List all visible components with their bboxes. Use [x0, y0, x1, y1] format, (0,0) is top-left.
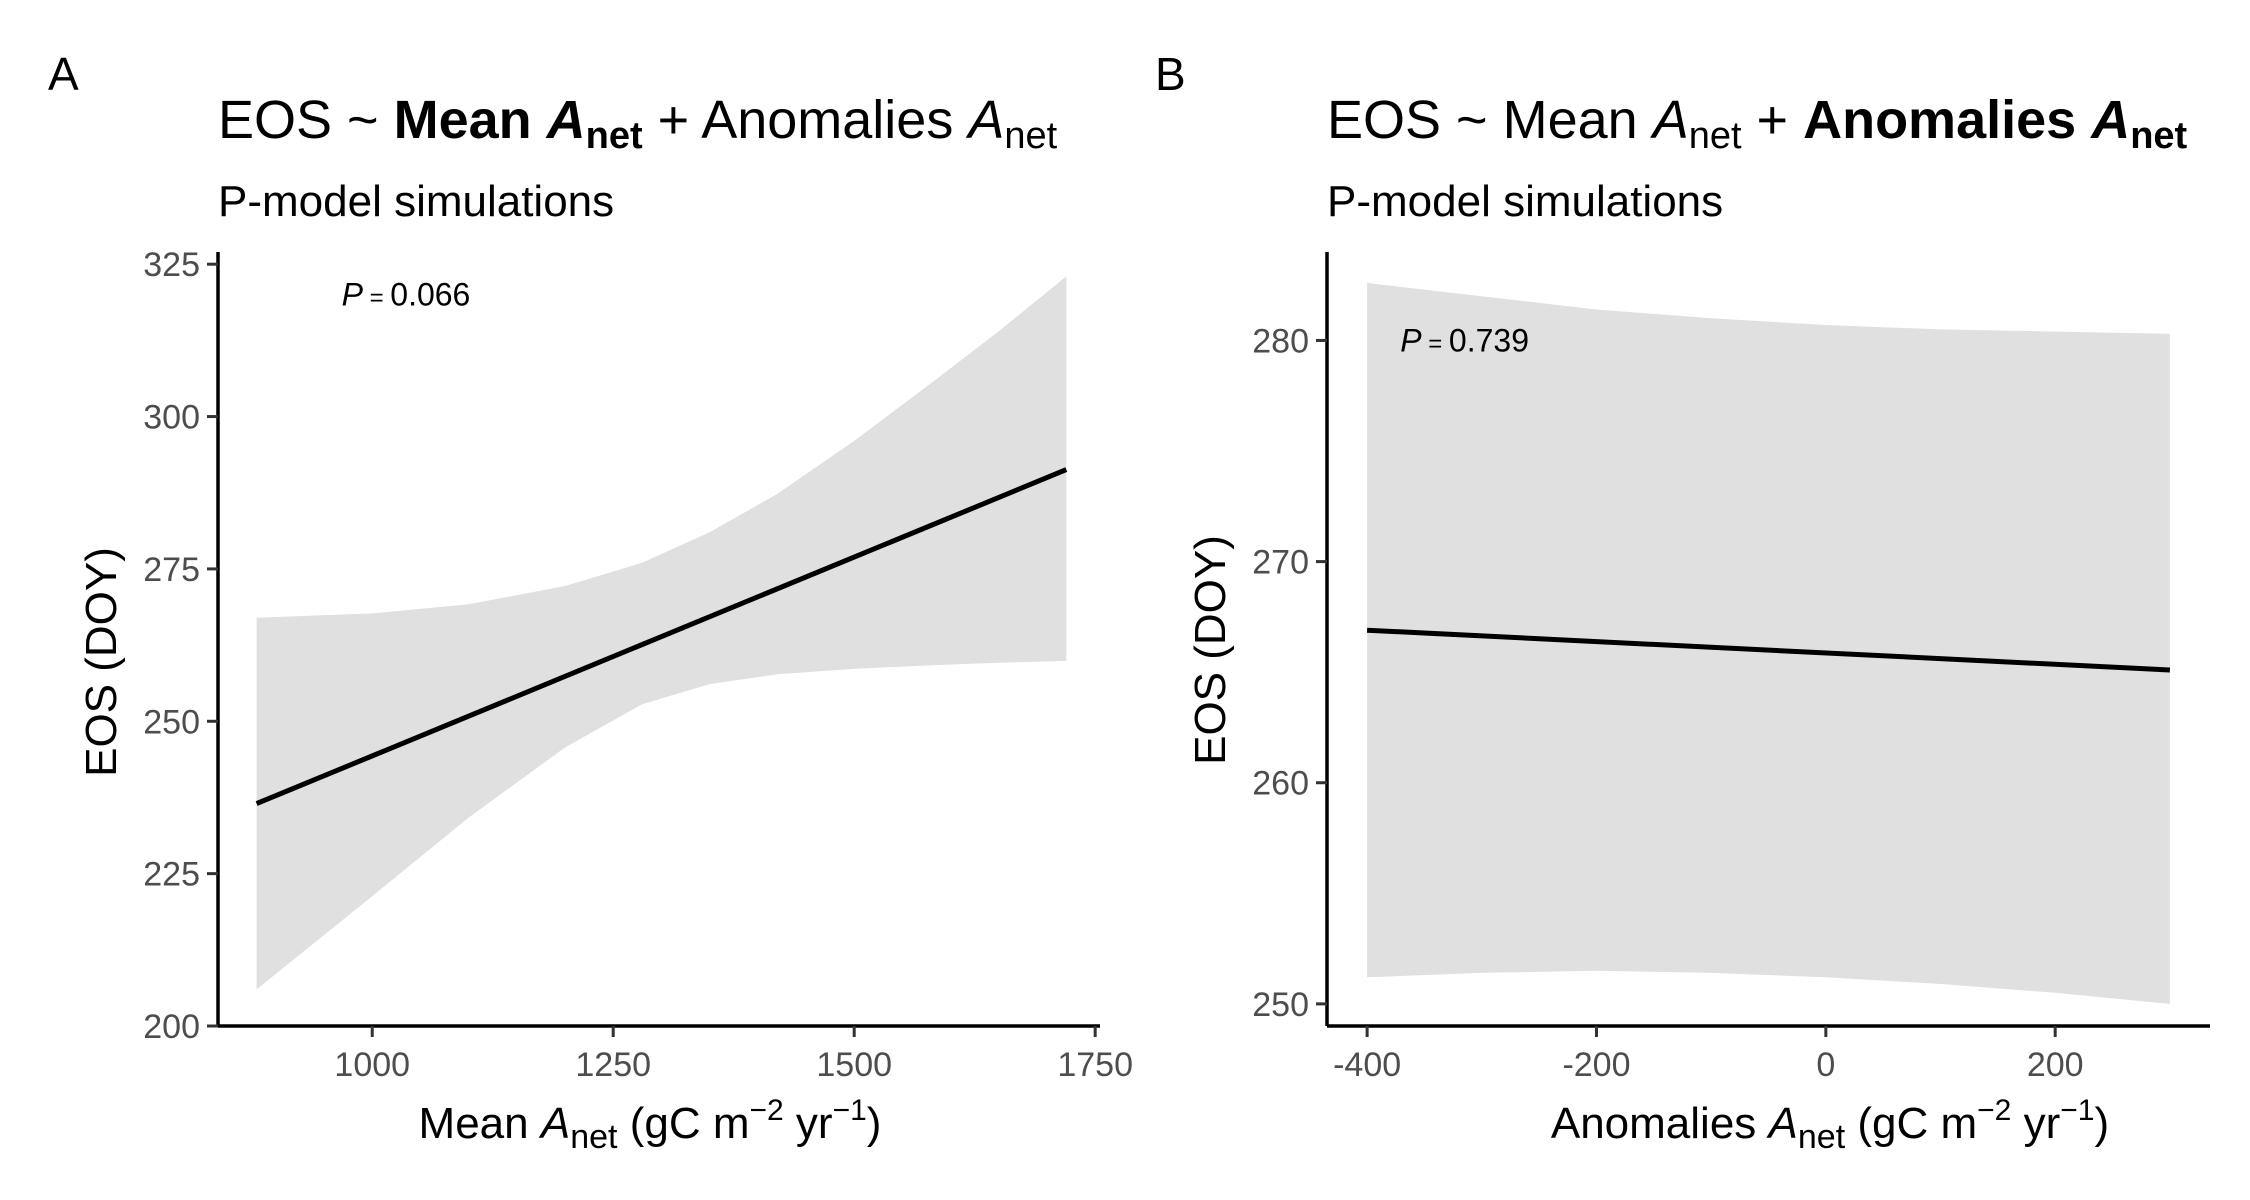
title-prefix: EOS ~	[218, 90, 394, 150]
title-term2: Anomalies	[1803, 90, 2091, 150]
y-tick-label: 270	[1252, 544, 1309, 582]
y-axis-label: EOS (DOY)	[1186, 535, 1235, 765]
x-axis-label: Mean Anet (gC m−2 yr−1)	[419, 1094, 882, 1156]
panel-tag: B	[1155, 48, 1186, 100]
x-tick-label: 1000	[334, 1046, 410, 1084]
x-tick-label: 1500	[816, 1046, 892, 1084]
title-term1-var: A	[545, 90, 586, 150]
regression-line	[255, 467, 1068, 806]
y-tick-label: 250	[1252, 986, 1309, 1024]
title-term1-sub: net	[586, 115, 643, 157]
y-tick-label: 200	[143, 1008, 200, 1046]
x-axis-label: Anomalies Anet (gC m−2 yr−1)	[1551, 1094, 2109, 1156]
chart-svg-a: A EOS ~ Mean Anet + Anomalies Anet P-mod…	[48, 48, 1133, 1156]
chart-subtitle: P-model simulations	[1327, 177, 1723, 226]
title-term2-var: A	[2089, 90, 2130, 150]
chart-svg-b: B EOS ~ Mean Anet + Anomalies Anet P-mod…	[1155, 48, 2210, 1156]
title-term2-sub: net	[1004, 115, 1057, 157]
p-value-annotation: P = 0.066	[342, 277, 471, 313]
x-tick-label: 1250	[575, 1046, 651, 1084]
chart-subtitle: P-model simulations	[218, 177, 614, 226]
confidence-ribbon	[1367, 283, 2170, 1004]
x-tick-label: -400	[1333, 1046, 1401, 1084]
confidence-ribbon	[256, 276, 1067, 990]
title-term1-sub: net	[1689, 115, 1742, 157]
y-axis-label: EOS (DOY)	[77, 547, 126, 777]
y-tick-label: 280	[1252, 322, 1309, 360]
chart-panel-a: A EOS ~ Mean Anet + Anomalies Anet P-mod…	[48, 48, 1133, 1156]
y-tick-label: 260	[1252, 765, 1309, 803]
title-term1: Mean	[1503, 90, 1653, 150]
title-term2-var: A	[965, 90, 1004, 150]
x-tick-label: -200	[1562, 1046, 1630, 1084]
y-tick-label: 275	[143, 551, 200, 589]
x-tick-label: 200	[2027, 1046, 2084, 1084]
title-plus: +	[643, 90, 702, 150]
title-term1-var: A	[1650, 90, 1689, 150]
plot-area-a: 200 225 250 275 300 325 1000 1250 1500 1750 P = 0.…	[143, 246, 1133, 1084]
y-tick-label: 300	[143, 399, 200, 437]
chart-title: EOS ~ Mean Anet + Anomalies Anet	[218, 90, 1058, 157]
x-tick-label: 1750	[1057, 1046, 1133, 1084]
title-term2: Anomalies	[701, 90, 968, 150]
title-term1: Mean	[394, 90, 547, 150]
title-prefix: EOS ~	[1327, 90, 1503, 150]
y-tick-label: 225	[143, 856, 200, 894]
x-tick-label: 0	[1816, 1046, 1835, 1084]
chart-title: EOS ~ Mean Anet + Anomalies Anet	[1327, 90, 2188, 157]
title-term2-sub: net	[2130, 115, 2187, 157]
plot-area-b: 250 260 270 280 -400 -200 0 200 P = 0.739	[1252, 252, 2210, 1084]
regression-line	[1366, 627, 2171, 673]
panel-tag: A	[48, 48, 79, 100]
title-plus: +	[1742, 90, 1804, 150]
y-tick-label: 250	[143, 703, 200, 741]
p-value-annotation: P = 0.739	[1400, 322, 1529, 358]
y-tick-label: 325	[143, 246, 200, 284]
chart-panel-b: B EOS ~ Mean Anet + Anomalies Anet P-mod…	[1125, 0, 2250, 1200]
